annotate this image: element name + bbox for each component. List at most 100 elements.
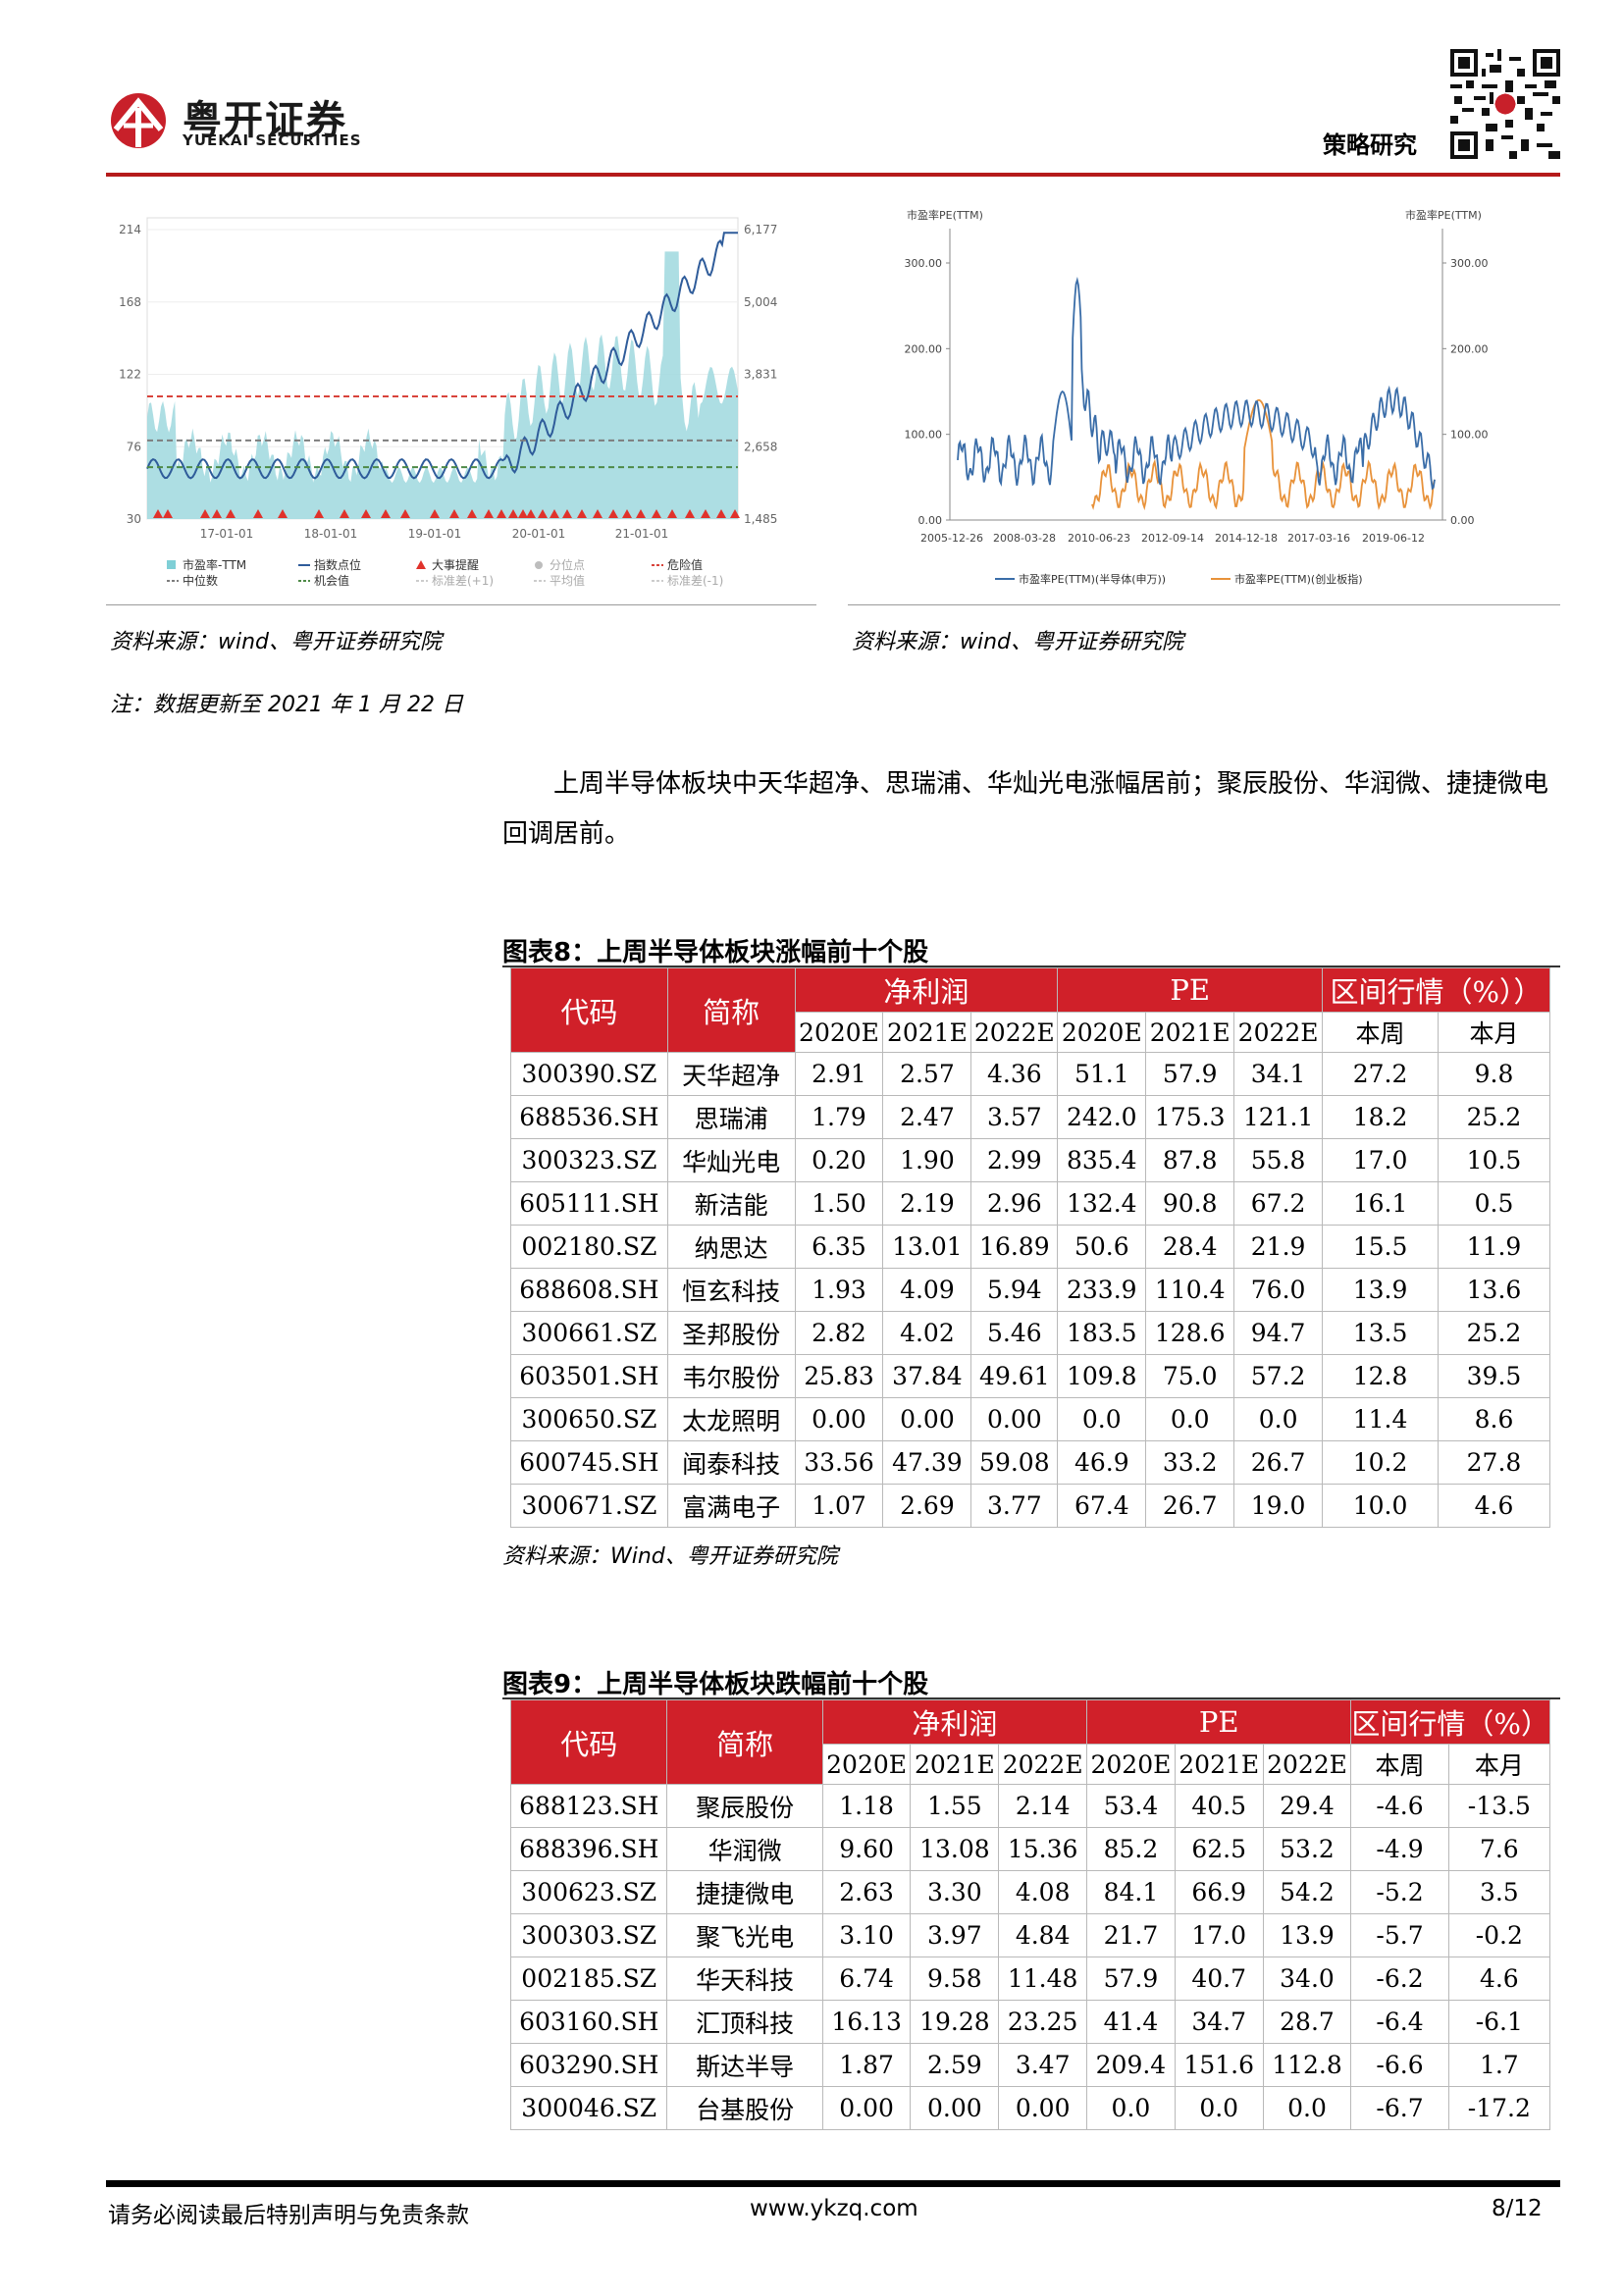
stock-name-cell: 太龙照明 [666,1397,796,1441]
event-marker-icon [200,509,210,518]
page-number: 8/12 [1492,2196,1543,2221]
y-left-tick: 300.00 [905,257,943,270]
value-cell: 75.0 [1145,1354,1235,1398]
y-left-tick: 168 [119,295,141,309]
value-cell: 55.8 [1233,1138,1324,1182]
value-cell: 4.09 [882,1268,972,1312]
table-row: 600745.SH 闻泰科技 33.56 47.39 59.08 46.9 33.2 26.7… [510,1440,1550,1485]
value-cell: 121.1 [1233,1095,1324,1139]
value-cell: 25.83 [794,1354,884,1398]
value-cell: 9.60 [821,1827,912,1871]
value-cell: 2.57 [882,1052,972,1096]
event-marker-icon [526,509,536,518]
value-cell: 21.9 [1233,1225,1324,1269]
col-subheader: 2021E [910,1744,1000,1785]
value-cell: 13.9 [1262,1913,1352,1957]
stock-name-cell: 纳思达 [666,1225,796,1269]
value-cell: 39.5 [1438,1354,1550,1398]
table-row: 300661.SZ 圣邦股份 2.82 4.02 5.46 183.5 128.6 94.7 1… [510,1311,1550,1355]
event-marker-icon [381,509,391,518]
stock-name-cell: 圣邦股份 [666,1311,796,1355]
value-cell: 13.5 [1322,1311,1439,1355]
col-header-name: 简称 [666,1699,823,1785]
value-cell: 3.30 [910,1870,1000,1914]
value-cell: 16.13 [821,2000,912,2044]
value-cell: 3.97 [910,1913,1000,1957]
table-row: 300046.SZ 台基股份 0.00 0.00 0.00 0.0 0.0 0.0 -6.7 -1… [509,2086,1551,2130]
value-cell: 0.00 [821,2086,912,2130]
value-cell: 59.08 [970,1440,1059,1485]
legend-label: 标准差(+1) [432,574,494,588]
stock-code-cell: 300623.SZ [509,1870,668,1914]
table-row: 603160.SH 汇顶科技 16.13 19.28 23.25 41.4 34.7 28.7… [509,2000,1551,2044]
value-cell: 175.3 [1145,1095,1235,1139]
value-cell: 53.4 [1086,1784,1176,1828]
value-cell: 132.4 [1057,1181,1147,1226]
stock-code-cell: 688536.SH [510,1095,668,1139]
table-row: 300650.SZ 太龙照明 0.00 0.00 0.00 0.0 0.0 0.0 11.4 8.… [510,1397,1550,1441]
value-cell: 85.2 [1086,1827,1176,1871]
y-right-tick: 0.00 [1450,514,1475,527]
legend-label: 机会值 [314,573,349,588]
value-cell: 23.25 [998,2000,1088,2044]
value-cell: 26.7 [1145,1484,1235,1528]
stock-name-cell: 新洁能 [666,1181,796,1226]
event-marker-icon [562,509,572,518]
y-right-tick: 100.00 [1450,429,1489,442]
x-tick: 2012-09-14 [1141,532,1204,545]
value-cell: 11.4 [1322,1397,1439,1441]
value-cell: 1.18 [821,1784,912,1828]
value-cell: 34.1 [1233,1052,1324,1096]
value-cell: 87.8 [1145,1138,1235,1182]
col-subheader: 2021E [1174,1744,1264,1785]
qr-code-icon [1450,49,1560,159]
x-tick: 19-01-01 [408,527,461,541]
legend-label: 分位点 [550,557,585,572]
event-marker-icon [730,509,740,518]
report-type-label: 策略研究 [1323,131,1417,159]
stock-code-cell: 300390.SZ [510,1052,668,1096]
value-cell: 25.2 [1438,1311,1550,1355]
value-cell: 1.79 [794,1095,884,1139]
value-cell: -6.2 [1350,1957,1449,2001]
x-tick: 20-01-01 [512,527,565,541]
event-marker-icon [163,509,173,518]
col-subheader: 本月 [1438,1012,1550,1053]
event-marker-icon [518,509,528,518]
value-cell: 40.5 [1174,1784,1264,1828]
col-subheader: 本周 [1350,1744,1449,1785]
value-cell: -0.2 [1447,1913,1551,1957]
table-row: 300323.SZ 华灿光电 0.20 1.90 2.99 835.4 87.8 55.8 17… [510,1138,1550,1182]
stock-code-cell: 603290.SH [509,2043,668,2087]
value-cell: 0.0 [1145,1397,1235,1441]
value-cell: 90.8 [1145,1181,1235,1226]
value-cell: 27.2 [1322,1052,1439,1096]
x-tick: 2008-03-28 [993,532,1056,545]
summary-paragraph: 上周半导体板块中天华超净、思瑞浦、华灿光电涨幅居前；聚辰股份、华润微、捷捷微电回… [502,769,1549,849]
stock-name-cell: 捷捷微电 [666,1870,823,1914]
value-cell: 2.47 [882,1095,972,1139]
col-header-code: 代码 [510,967,668,1053]
table-row: 300671.SZ 富满电子 1.07 2.69 3.77 67.4 26.7 19.0 10.… [510,1484,1550,1528]
value-cell: 21.7 [1086,1913,1176,1957]
table8-top-rule [502,965,1560,967]
event-marker-icon [278,509,288,518]
y-right-tick: 6,177 [744,223,777,236]
value-cell: 4.08 [998,1870,1088,1914]
event-marker-icon [652,509,661,518]
value-cell: 112.8 [1262,2043,1352,2087]
stock-name-cell: 天华超净 [666,1052,796,1096]
table8-gainers: 代码 简称 净利润 PE 区间行情（%）） 2020E 2021E 2022E … [510,967,1550,1528]
value-cell: 7.6 [1447,1827,1551,1871]
value-cell: 1.90 [882,1138,972,1182]
event-marker-icon [577,509,587,518]
col-header-code: 代码 [509,1699,668,1785]
value-cell: 2.19 [882,1181,972,1226]
stock-code-cell: 605111.SH [510,1181,668,1226]
footer-website-link[interactable]: www.ykzq.com [750,2196,918,2221]
legend-triangle-icon [416,560,426,569]
value-cell: 0.00 [970,1397,1059,1441]
stock-name-cell: 华润微 [666,1827,823,1871]
col-subheader: 2020E [794,1012,884,1053]
value-cell: 0.00 [882,1397,972,1441]
